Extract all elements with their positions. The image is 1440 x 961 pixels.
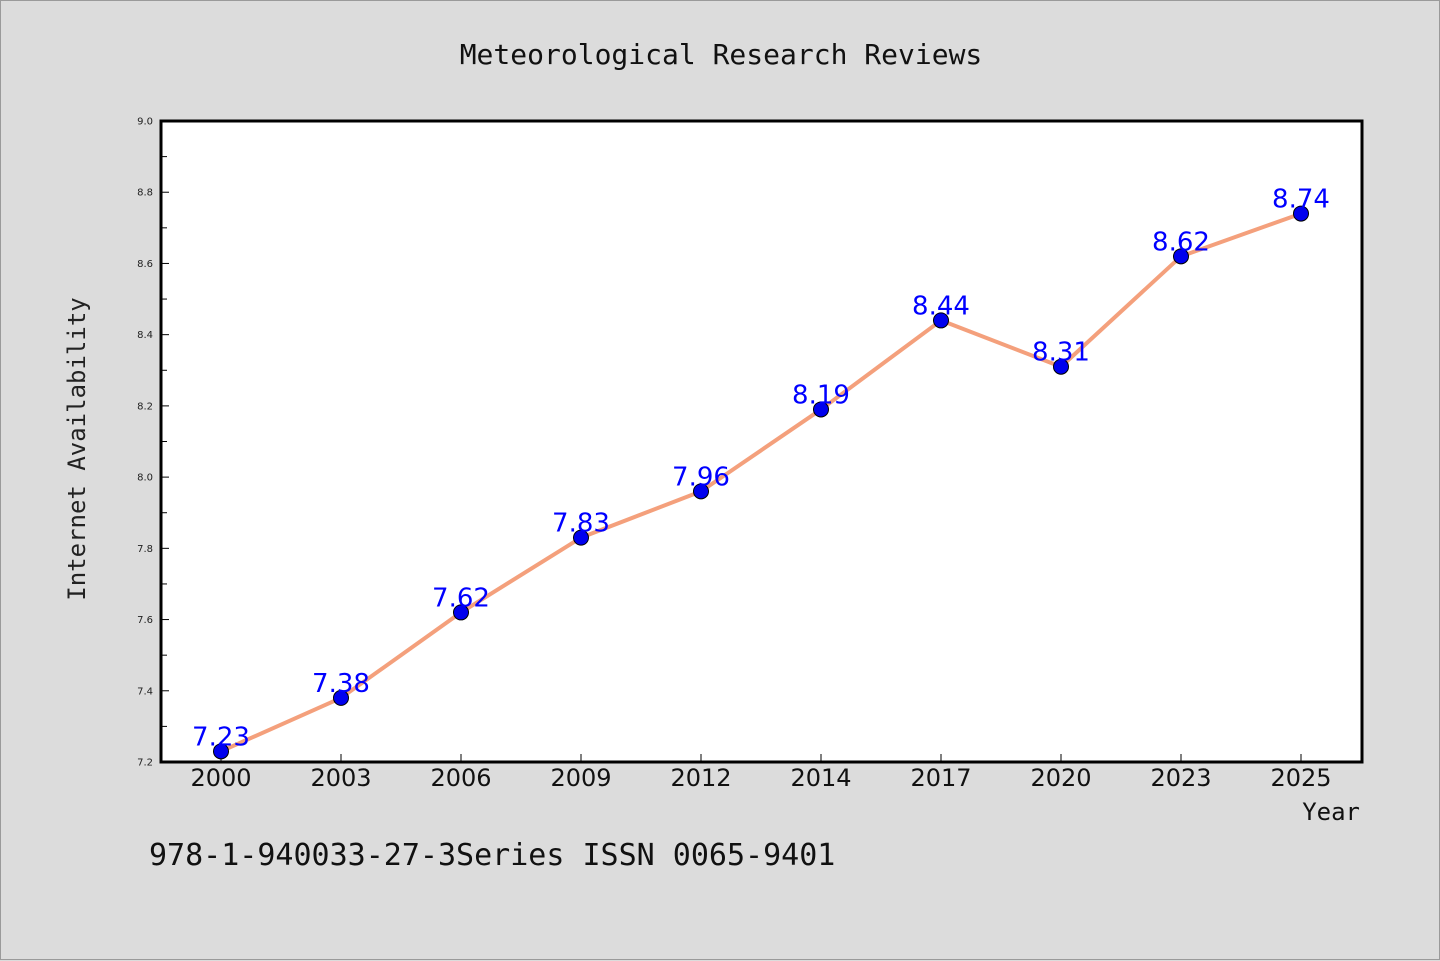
- y-tick-label: 8.0: [137, 473, 153, 484]
- data-label: 7.83: [552, 509, 610, 539]
- data-label: 8.31: [1032, 338, 1090, 368]
- data-point: [693, 483, 709, 500]
- data-label: 7.23: [192, 722, 250, 752]
- x-tick-label: 2009: [550, 764, 611, 792]
- chart-title: Meteorological Research Reviews: [460, 38, 983, 71]
- data-point: [573, 529, 589, 546]
- x-tick-label: 2003: [310, 764, 371, 792]
- data-point: [213, 743, 229, 760]
- y-tick-label: 7.6: [137, 615, 153, 626]
- data-point: [453, 604, 469, 621]
- x-tick-label: 2020: [1030, 764, 1091, 792]
- data-label: 8.44: [912, 291, 970, 321]
- y-tick-label: 7.4: [137, 686, 153, 697]
- y-tick-label: 7.8: [137, 544, 153, 555]
- data-label: 8.74: [1272, 185, 1330, 215]
- y-tick-label: 9.0: [137, 117, 153, 128]
- x-tick-label: 2023: [1150, 764, 1211, 792]
- data-label: 7.62: [432, 583, 490, 613]
- x-tick-label: 2000: [190, 764, 251, 792]
- y-axis: 7.2 7.4 7.6 7.8 8.0 8.2 8.4 8.6 8.8 9.0: [137, 117, 169, 769]
- y-axis-label: Internet Availability: [63, 297, 91, 600]
- x-tick-label: 2017: [910, 764, 971, 792]
- x-tick-label: 2025: [1270, 764, 1331, 792]
- data-label: 8.19: [792, 380, 850, 410]
- x-tick-label: 2012: [670, 764, 731, 792]
- plot-area: [159, 119, 1364, 764]
- y-tick-label: 8.2: [137, 401, 153, 412]
- data-point: [1053, 358, 1069, 375]
- y-tick-label: 8.4: [137, 330, 153, 341]
- y-tick-label: 7.2: [137, 758, 153, 769]
- x-tick-label: 2006: [430, 764, 491, 792]
- series-group: 7.23 7.38 7.62 7.83 7.96 8.19 8.44 8.31 8.62 8.74: [192, 185, 1330, 760]
- footer-text: 978-1-940033-27-3Series ISSN 0065-9401: [149, 838, 835, 873]
- data-point: [1293, 205, 1309, 222]
- data-label: 8.62: [1152, 227, 1210, 257]
- data-point: [813, 401, 829, 418]
- y-tick-label: 8.8: [137, 188, 153, 199]
- y-tick-label: 8.6: [137, 259, 153, 270]
- data-label: 7.96: [672, 462, 730, 492]
- data-label: 7.38: [312, 669, 370, 699]
- series-line: [220, 211, 1302, 754]
- data-point: [1173, 248, 1189, 265]
- x-tick-label: 2014: [790, 764, 851, 792]
- data-point: [933, 312, 949, 329]
- x-axis-label: Year: [1302, 798, 1360, 826]
- data-point: [333, 689, 349, 706]
- x-axis: 2000 2003 2006 2009 2012 2014 2017 2020 2023 2025: [190, 754, 1332, 792]
